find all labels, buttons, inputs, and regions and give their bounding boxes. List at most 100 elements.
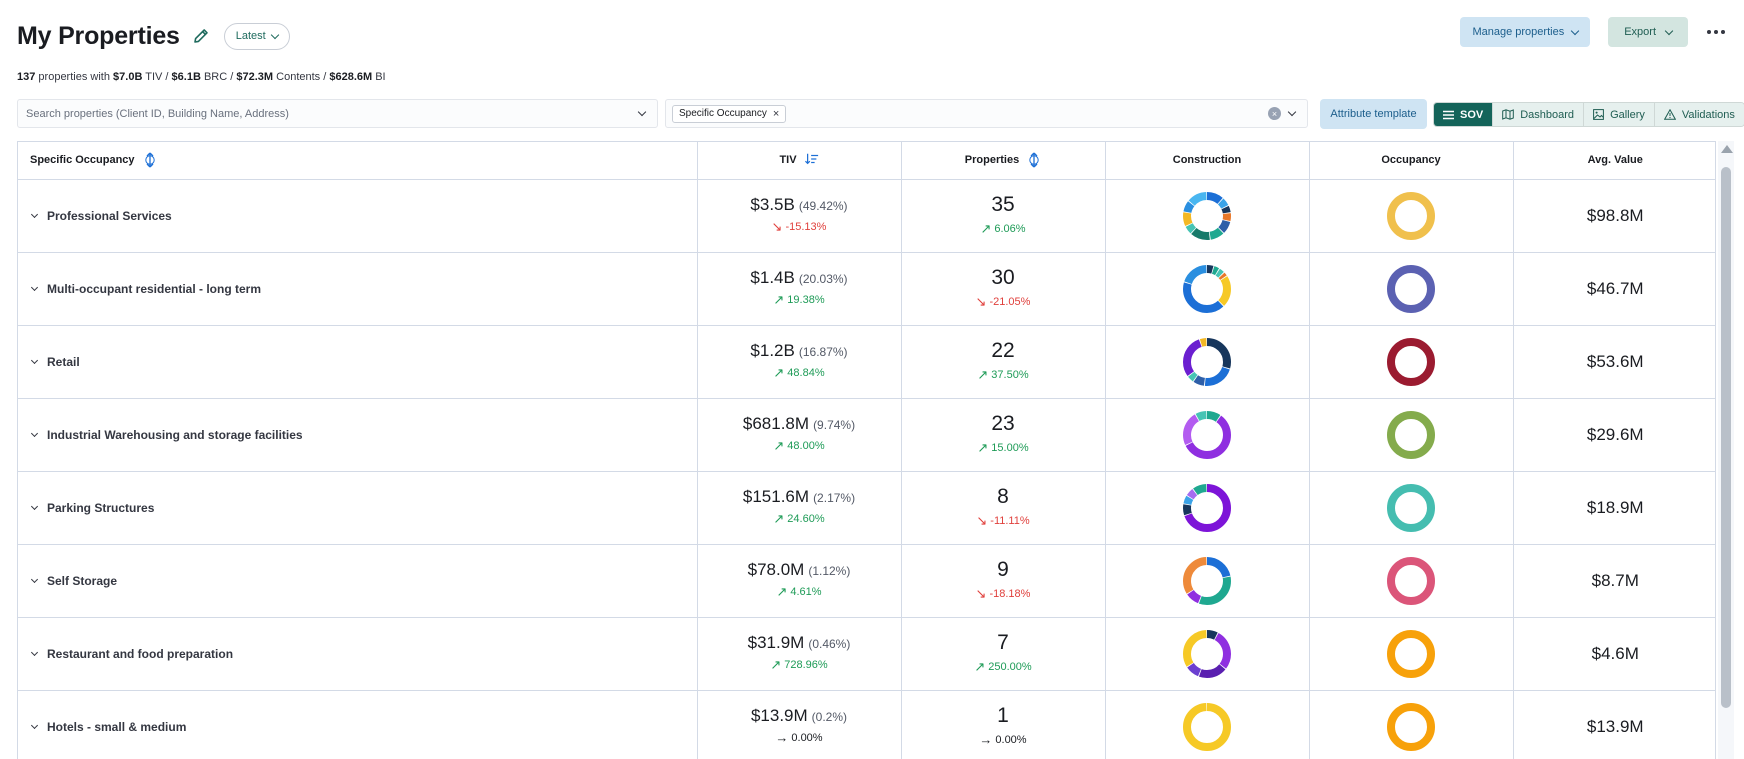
construction-donut-chart[interactable] (1182, 629, 1232, 679)
avg-value-cell: $53.6M (1512, 325, 1715, 399)
sort-toggle-icon[interactable] (143, 152, 157, 168)
attribute-template-button[interactable]: Attribute template (1320, 99, 1427, 129)
column-header-construction[interactable]: Construction (1104, 142, 1309, 180)
column-header-tiv[interactable]: TIV (696, 142, 901, 180)
construction-segment (1183, 191, 1231, 240)
occupancy-donut-chart[interactable] (1386, 337, 1436, 387)
occupancy-ring (1387, 264, 1435, 313)
table-row[interactable]: Parking Structures $151.6M (2.17%) ↗ 24.60… (18, 471, 1715, 545)
tiv-change-value: 48.84% (787, 366, 825, 379)
table-row[interactable]: Industrial Warehousing and storage facil… (18, 398, 1715, 472)
avg-value-cell: $8.7M (1512, 544, 1715, 618)
chevron-down-icon[interactable] (637, 107, 647, 117)
group-by-selector[interactable]: Specific Occupancy × × (665, 99, 1308, 128)
properties-cell: 9 ↘ -18.18% (900, 544, 1105, 618)
sort-descending-icon[interactable] (804, 152, 819, 168)
construction-cell (1104, 471, 1309, 545)
search-input[interactable]: Search properties (Client ID, Building N… (17, 99, 658, 128)
tiv-cell: $78.0M (1.12%) ↗ 4.61% (696, 544, 901, 618)
occupancy-donut-chart[interactable] (1386, 264, 1436, 314)
occupancy-donut-chart[interactable] (1386, 556, 1436, 606)
table-row[interactable]: Multi-occupant residential - long term $… (18, 252, 1715, 326)
table-row[interactable]: Retail $1.2B (16.87%) ↗ 48.84% 22 ↗ 37.50% … (18, 325, 1715, 399)
occupancy-donut-chart[interactable] (1386, 702, 1436, 752)
remove-chip-icon[interactable]: × (772, 107, 780, 120)
construction-segment (1183, 264, 1231, 313)
avg-value: $8.7M (1591, 570, 1639, 590)
export-label: Export (1624, 26, 1656, 38)
properties-change-value: -11.11% (990, 514, 1030, 527)
construction-donut-chart[interactable] (1182, 556, 1232, 606)
expand-row-chevron-icon[interactable] (30, 648, 39, 656)
construction-cell (1104, 398, 1309, 472)
property-count: 9 (997, 558, 1009, 581)
avg-value: $4.6M (1591, 643, 1639, 663)
occupancy-donut-chart[interactable] (1386, 629, 1436, 679)
vertical-scrollbar[interactable] (1718, 141, 1734, 759)
construction-donut-chart[interactable] (1182, 483, 1232, 533)
manage-properties-button[interactable]: Manage properties (1460, 17, 1591, 47)
occupancy-donut-chart[interactable] (1386, 410, 1436, 460)
expand-row-chevron-icon[interactable] (30, 356, 39, 364)
column-header-avg-value[interactable]: Avg. Value (1512, 142, 1715, 180)
column-header-specific-occupancy[interactable]: Specific Occupancy (18, 142, 697, 180)
map-icon (1502, 109, 1515, 120)
construction-donut-chart[interactable] (1182, 337, 1232, 387)
column-header-occupancy[interactable]: Occupancy (1308, 142, 1513, 180)
scroll-up-arrow-icon[interactable] (1721, 145, 1733, 153)
expand-row-chevron-icon[interactable] (30, 429, 39, 437)
properties-cell: 30 ↘ -21.05% (900, 252, 1105, 326)
tab-label: Validations (1681, 108, 1735, 121)
table-row[interactable]: Self Storage $78.0M (1.12%) ↗ 4.61% 9 ↘ -18… (18, 544, 1715, 618)
occupancy-ring (1387, 191, 1435, 240)
tiv-value: $3.5B (750, 195, 795, 214)
construction-segment (1183, 410, 1231, 459)
column-header-properties[interactable]: Properties (900, 142, 1105, 180)
construction-donut-chart[interactable] (1182, 702, 1232, 752)
properties-cell: 22 ↗ 37.50% (900, 325, 1105, 399)
more-options-icon[interactable] (1706, 17, 1726, 47)
expand-row-chevron-icon[interactable] (30, 575, 39, 583)
construction-donut-chart[interactable] (1182, 410, 1232, 460)
export-button[interactable]: Export (1608, 17, 1688, 47)
group-chip[interactable]: Specific Occupancy × (672, 104, 787, 123)
summary-tiv: $7.0B (113, 71, 143, 83)
occupancy-cell (1308, 325, 1513, 399)
property-count: 7 (997, 631, 1009, 654)
expand-row-chevron-icon[interactable] (30, 502, 39, 510)
tab-dashboard[interactable]: Dashboard (1492, 103, 1584, 126)
occupancy-donut-chart[interactable] (1386, 483, 1436, 533)
table-row[interactable]: Hotels - small & medium $13.9M (0.2%) → 0.… (18, 690, 1715, 759)
sort-toggle-icon[interactable] (1027, 152, 1041, 168)
occupancy-cell (1308, 617, 1513, 691)
table-row[interactable]: Professional Services $3.5B (49.42%) ↘ -15… (18, 179, 1715, 253)
summary-count: 137 (17, 71, 36, 83)
occupancy-donut-chart[interactable] (1386, 191, 1436, 241)
avg-value: $29.6M (1586, 424, 1644, 444)
scrollbar-thumb[interactable] (1721, 167, 1731, 708)
expand-row-chevron-icon[interactable] (30, 210, 39, 218)
construction-donut-chart[interactable] (1182, 264, 1232, 314)
tiv-cell: $681.8M (9.74%) ↗ 48.00% (696, 398, 901, 472)
image-icon (1593, 109, 1604, 120)
tab-validations[interactable]: Validations (1653, 103, 1744, 126)
occupancy-group-cell: Hotels - small & medium (18, 690, 697, 759)
avg-value-cell: $46.7M (1512, 252, 1715, 326)
chevron-down-icon[interactable] (1287, 107, 1297, 117)
tab-gallery[interactable]: Gallery (1583, 103, 1654, 126)
avg-value: $13.9M (1586, 716, 1644, 736)
table-row[interactable]: Restaurant and food preparation $31.9M (0… (18, 617, 1715, 691)
trend-flat-arrow-icon: → (775, 730, 789, 745)
occupancy-group-name: Parking Structures (47, 500, 155, 515)
construction-donut-chart[interactable] (1182, 191, 1232, 241)
expand-row-chevron-icon[interactable] (30, 283, 39, 291)
tab-sov[interactable]: SOV (1434, 103, 1493, 126)
chevron-down-icon (270, 30, 279, 39)
expand-row-chevron-icon[interactable] (30, 721, 39, 729)
pencil-edit-icon[interactable] (192, 26, 212, 46)
properties-change-value: -21.05% (989, 295, 1031, 308)
construction-cell (1104, 179, 1309, 253)
clear-icon[interactable]: × (1268, 107, 1281, 120)
construction-cell (1104, 690, 1309, 759)
version-dropdown[interactable]: Latest (223, 22, 290, 50)
